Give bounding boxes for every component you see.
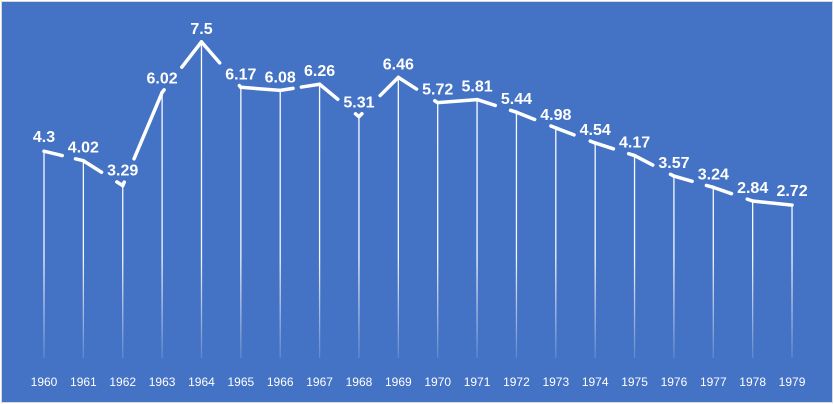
series-segment-1962 xyxy=(120,180,126,188)
series-segment-1970 xyxy=(435,97,479,105)
series-segment-1966 xyxy=(278,86,295,93)
series-segment-1967 xyxy=(317,82,340,101)
data-label-1968: 5.31 xyxy=(343,95,374,112)
data-label-1975: 4.17 xyxy=(619,135,650,152)
x-tick-label-1966: 1966 xyxy=(267,375,294,389)
data-label-1960: 4.3 xyxy=(33,129,55,146)
x-tick-label-1960: 1960 xyxy=(31,375,58,389)
series-segment-1960 xyxy=(42,149,64,158)
x-tick-label-1969: 1969 xyxy=(385,375,412,389)
data-label-1974: 4.54 xyxy=(580,122,611,139)
series-segment-1966 xyxy=(299,82,322,89)
x-tick-label-1971: 1971 xyxy=(464,375,491,389)
data-label-1964: 7.5 xyxy=(190,21,212,38)
series-segment-1975 xyxy=(632,153,655,167)
series-segment-1964 xyxy=(199,40,222,65)
x-tick-label-1963: 1963 xyxy=(149,375,176,389)
x-axis-tick-labels: 1960 1961 1962 1963 1964 1965 1966 1967 1968 1969… xyxy=(31,375,806,389)
data-label-1966: 6.08 xyxy=(265,69,296,86)
data-label-1976: 3.57 xyxy=(658,155,689,172)
series-segment-1963 xyxy=(180,40,204,69)
data-label-1972: 5.44 xyxy=(501,91,532,108)
data-label-1978: 2.84 xyxy=(737,180,768,197)
x-tick-label-1976: 1976 xyxy=(661,375,688,389)
x-tick-label-1967: 1967 xyxy=(306,375,333,389)
series-segment-1974 xyxy=(593,141,616,151)
series-segment-1961 xyxy=(81,158,104,174)
x-tick-label-1968: 1968 xyxy=(346,375,373,389)
x-tick-label-1972: 1972 xyxy=(503,375,530,389)
data-label-1963: 6.02 xyxy=(147,70,178,87)
series-line xyxy=(42,40,794,207)
series-segment-1972 xyxy=(514,110,537,122)
x-tick-label-1977: 1977 xyxy=(700,375,727,389)
data-label-1979: 2.72 xyxy=(776,183,807,200)
drop-lines xyxy=(43,41,793,358)
x-tick-label-1975: 1975 xyxy=(621,375,648,389)
data-label-1971: 5.81 xyxy=(461,79,492,96)
series-segment-1978 xyxy=(750,199,794,207)
data-labels: 4.3 4.02 3.29 6.02 7.5 6.17 6.08 6.26 5.31 6.46 5.… xyxy=(33,21,808,200)
series-segment-1968 xyxy=(378,75,401,98)
x-tick-label-1978: 1978 xyxy=(739,375,766,389)
series-segment-1977 xyxy=(711,185,734,196)
data-label-1970: 5.72 xyxy=(422,82,453,99)
series-segment-1973 xyxy=(554,126,576,137)
x-tick-label-1974: 1974 xyxy=(582,375,609,389)
data-label-1969: 6.46 xyxy=(383,56,414,73)
data-label-1965: 6.17 xyxy=(225,66,256,83)
x-tick-label-1962: 1962 xyxy=(109,375,136,389)
data-label-1977: 3.24 xyxy=(698,166,729,183)
series-segment-1969 xyxy=(396,75,419,91)
data-label-1973: 4.98 xyxy=(540,107,571,124)
series-segment-1971 xyxy=(475,97,498,108)
x-tick-label-1965: 1965 xyxy=(227,375,254,389)
data-label-1962: 3.29 xyxy=(107,163,138,180)
x-tick-label-1961: 1961 xyxy=(70,375,97,389)
x-tick-label-1973: 1973 xyxy=(542,375,569,389)
series-segment-1963 xyxy=(160,88,166,95)
series-segment-1962 xyxy=(132,90,164,161)
x-tick-label-1964: 1964 xyxy=(188,375,215,389)
series-segment-1968 xyxy=(357,111,364,119)
data-label-1967: 6.26 xyxy=(304,63,335,80)
data-label-1961: 4.02 xyxy=(68,140,99,157)
series-segment-1965 xyxy=(239,85,282,93)
series-segment-1976 xyxy=(672,174,694,184)
x-tick-label-1970: 1970 xyxy=(424,375,451,389)
x-tick-label-1979: 1979 xyxy=(779,375,806,389)
